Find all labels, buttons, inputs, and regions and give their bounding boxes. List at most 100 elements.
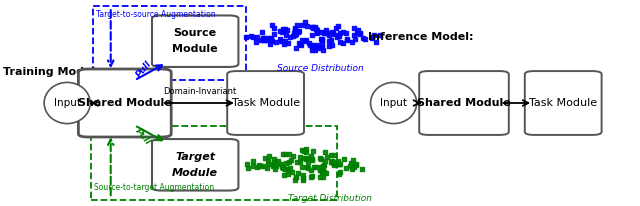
Text: Task Module: Task Module	[232, 98, 300, 108]
Point	[289, 29, 300, 33]
Point	[248, 159, 259, 163]
Point	[293, 172, 303, 175]
Point	[298, 156, 308, 159]
Point	[360, 37, 371, 40]
Point	[278, 28, 289, 31]
Point	[307, 48, 317, 51]
Point	[317, 38, 327, 41]
Point	[269, 26, 279, 30]
Ellipse shape	[371, 82, 417, 124]
Point	[319, 164, 329, 167]
Point	[260, 157, 270, 160]
Point	[267, 40, 277, 43]
Point	[317, 42, 327, 46]
Point	[251, 41, 261, 44]
Point	[266, 36, 276, 40]
Point	[317, 172, 328, 175]
Point	[276, 39, 286, 42]
Point	[282, 173, 292, 176]
Point	[264, 154, 274, 158]
Point	[333, 172, 344, 176]
Point	[328, 161, 338, 164]
Point	[324, 33, 334, 37]
Point	[298, 173, 308, 177]
Point	[310, 25, 320, 29]
Point	[287, 34, 298, 37]
Point	[345, 164, 355, 167]
Point	[320, 151, 330, 154]
Point	[257, 31, 268, 34]
Point	[358, 36, 368, 39]
Point	[259, 165, 269, 168]
Point	[278, 152, 289, 156]
Text: Target Distribution: Target Distribution	[287, 194, 372, 203]
Point	[291, 176, 301, 179]
Text: Source Distribution: Source Distribution	[276, 64, 364, 73]
Point	[290, 33, 300, 36]
Point	[312, 31, 322, 34]
Point	[335, 41, 346, 44]
Point	[341, 39, 351, 42]
Point	[312, 31, 322, 34]
Point	[317, 46, 327, 49]
Text: Module: Module	[172, 44, 218, 54]
Point	[259, 38, 269, 41]
Point	[324, 40, 335, 43]
Point	[284, 152, 294, 156]
Point	[294, 161, 305, 164]
Point	[321, 171, 331, 174]
Point	[301, 157, 311, 161]
Point	[308, 43, 318, 46]
Point	[315, 169, 325, 172]
Text: Inference Model:: Inference Model:	[368, 32, 474, 42]
Point	[321, 155, 332, 158]
Point	[241, 36, 251, 39]
Point	[318, 166, 328, 170]
Point	[312, 43, 322, 47]
Point	[309, 165, 319, 169]
Point	[328, 32, 338, 35]
Point	[328, 163, 339, 166]
Point	[318, 175, 328, 178]
Point	[340, 32, 351, 35]
Point	[265, 43, 275, 46]
Point	[280, 152, 290, 155]
Point	[334, 163, 344, 166]
Point	[306, 176, 316, 179]
Point	[328, 160, 339, 163]
Point	[352, 31, 362, 35]
Point	[317, 172, 327, 175]
Point	[246, 34, 257, 37]
Point	[315, 167, 325, 170]
Bar	[93, 6, 246, 80]
Point	[282, 29, 292, 32]
Point	[314, 46, 324, 49]
Point	[321, 28, 331, 31]
Point	[310, 48, 320, 52]
Point	[271, 164, 282, 167]
Point	[348, 158, 358, 162]
Point	[308, 25, 319, 28]
Point	[269, 33, 279, 36]
Point	[255, 164, 266, 167]
Point	[324, 44, 335, 48]
Point	[321, 31, 332, 34]
Point	[317, 38, 327, 41]
Point	[293, 30, 303, 34]
Point	[305, 44, 315, 47]
Text: Domain-Invariant: Domain-Invariant	[163, 87, 236, 96]
Text: Source-to-target Augmentation: Source-to-target Augmentation	[94, 183, 214, 192]
Point	[333, 159, 343, 163]
Point	[332, 33, 342, 37]
Point	[297, 24, 307, 27]
Point	[369, 33, 380, 37]
Point	[335, 170, 345, 174]
Point	[287, 171, 298, 174]
Text: Target-to-source Augmentation: Target-to-source Augmentation	[96, 10, 216, 19]
Point	[353, 28, 363, 32]
Point	[307, 158, 317, 162]
Point	[271, 40, 281, 43]
Point	[280, 161, 291, 165]
Point	[351, 163, 361, 166]
FancyBboxPatch shape	[152, 15, 239, 67]
